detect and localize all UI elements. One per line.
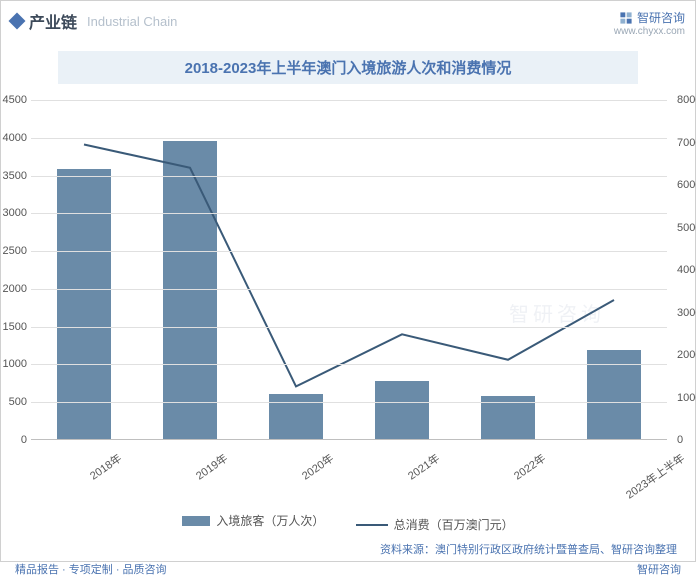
x-label: 2020年 <box>298 450 336 483</box>
section-label: 产业链 <box>29 9 77 33</box>
y-right-tick: 80000 <box>677 94 696 106</box>
legend-item-bar: 入境旅客（万人次） <box>182 512 324 529</box>
line-layer <box>31 100 667 439</box>
x-axis-labels: 2018年2019年2020年2021年2022年2023年上半年 <box>31 442 667 512</box>
line-swatch-icon <box>356 524 388 526</box>
y-right-tick: 10000 <box>677 392 696 404</box>
legend-line-label: 总消费（百万澳门元） <box>394 516 514 533</box>
brand-url: www.chyxx.com <box>614 26 685 37</box>
brand-logo-icon <box>619 11 633 25</box>
y-left-tick: 4000 <box>3 132 27 144</box>
diamond-icon <box>9 13 26 30</box>
gridline <box>31 176 667 177</box>
x-label: 2021年 <box>404 450 442 483</box>
gridline <box>31 100 667 101</box>
watermark: 智研咨询 <box>509 298 605 327</box>
gridline <box>31 213 667 214</box>
y-axis-right: 0100002000030000400005000060000700008000… <box>673 100 696 439</box>
chart-container: 2018-2023年上半年澳门入境旅游人次和消费情况 0500100015002… <box>11 51 685 557</box>
x-label: 2023年上半年 <box>622 450 687 502</box>
x-label: 2022年 <box>510 450 548 483</box>
x-label: 2019年 <box>192 450 230 483</box>
y-left-tick: 0 <box>21 434 27 446</box>
legend: 入境旅客（万人次） 总消费（百万澳门元） <box>11 512 685 533</box>
y-left-tick: 2500 <box>3 245 27 257</box>
y-left-tick: 3500 <box>3 170 27 182</box>
y-right-tick: 70000 <box>677 137 696 149</box>
source-line: 资料来源：澳门特别行政区政府统计暨普查局、智研咨询整理 <box>11 541 677 557</box>
y-left-tick: 2000 <box>3 283 27 295</box>
chart-title: 2018-2023年上半年澳门入境旅游人次和消费情况 <box>58 51 638 84</box>
footer: 精品报告 · 专项定制 · 品质咨询 智研咨询 <box>11 561 685 583</box>
trend-line <box>84 144 614 386</box>
brand-block: 智研咨询 www.chyxx.com <box>614 9 685 37</box>
y-right-tick: 40000 <box>677 264 696 276</box>
footer-left: 精品报告 · 专项定制 · 品质咨询 <box>15 561 167 577</box>
section-header: 产业链 Industrial Chain <box>11 9 177 33</box>
y-left-tick: 500 <box>9 396 27 408</box>
brand-name: 智研咨询 <box>637 9 685 26</box>
y-right-tick: 60000 <box>677 179 696 191</box>
y-left-tick: 1000 <box>3 358 27 370</box>
y-right-tick: 0 <box>677 434 683 446</box>
plot-area: 050010001500200025003000350040004500 010… <box>31 100 667 440</box>
y-right-tick: 50000 <box>677 222 696 234</box>
gridline <box>31 364 667 365</box>
footer-right: 智研咨询 <box>637 561 681 577</box>
y-right-tick: 30000 <box>677 307 696 319</box>
gridline <box>31 289 667 290</box>
y-left-tick: 1500 <box>3 321 27 333</box>
y-left-tick: 3000 <box>3 207 27 219</box>
y-right-tick: 20000 <box>677 349 696 361</box>
legend-item-line: 总消费（百万澳门元） <box>356 516 514 533</box>
y-left-tick: 4500 <box>3 94 27 106</box>
x-label: 2018年 <box>86 450 124 483</box>
bar-swatch-icon <box>182 516 210 526</box>
y-axis-left: 050010001500200025003000350040004500 <box>0 100 31 439</box>
section-label-en: Industrial Chain <box>87 14 177 29</box>
gridline <box>31 251 667 252</box>
gridline <box>31 402 667 403</box>
gridline <box>31 138 667 139</box>
legend-bar-label: 入境旅客（万人次） <box>216 512 324 529</box>
